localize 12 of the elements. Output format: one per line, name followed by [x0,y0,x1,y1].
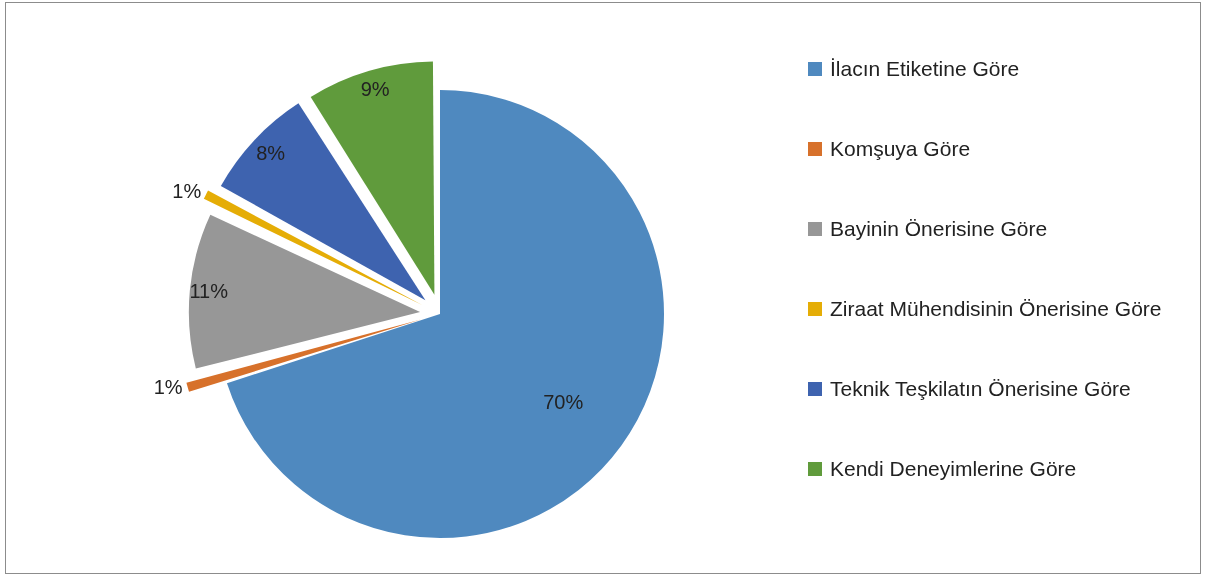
legend-label: Bayinin Önerisine Göre [830,216,1048,242]
data-label: 11% [189,279,229,302]
data-label: 1% [153,376,183,399]
legend-label: Kendi Deneyimlerine Göre [830,456,1077,482]
data-label: 9% [360,78,390,101]
legend-label: Teknik Teşkilatın Önerisine Göre [830,376,1131,402]
data-label: 8% [256,142,286,165]
legend-label: Ziraat Mühendisinin Önerisine Göre [830,296,1162,322]
legend-label: Komşuya Göre [830,136,971,162]
data-label: 1% [172,179,202,202]
legend-label: İlacın Etiketine Göre [830,56,1020,82]
data-label: 70% [543,391,584,414]
